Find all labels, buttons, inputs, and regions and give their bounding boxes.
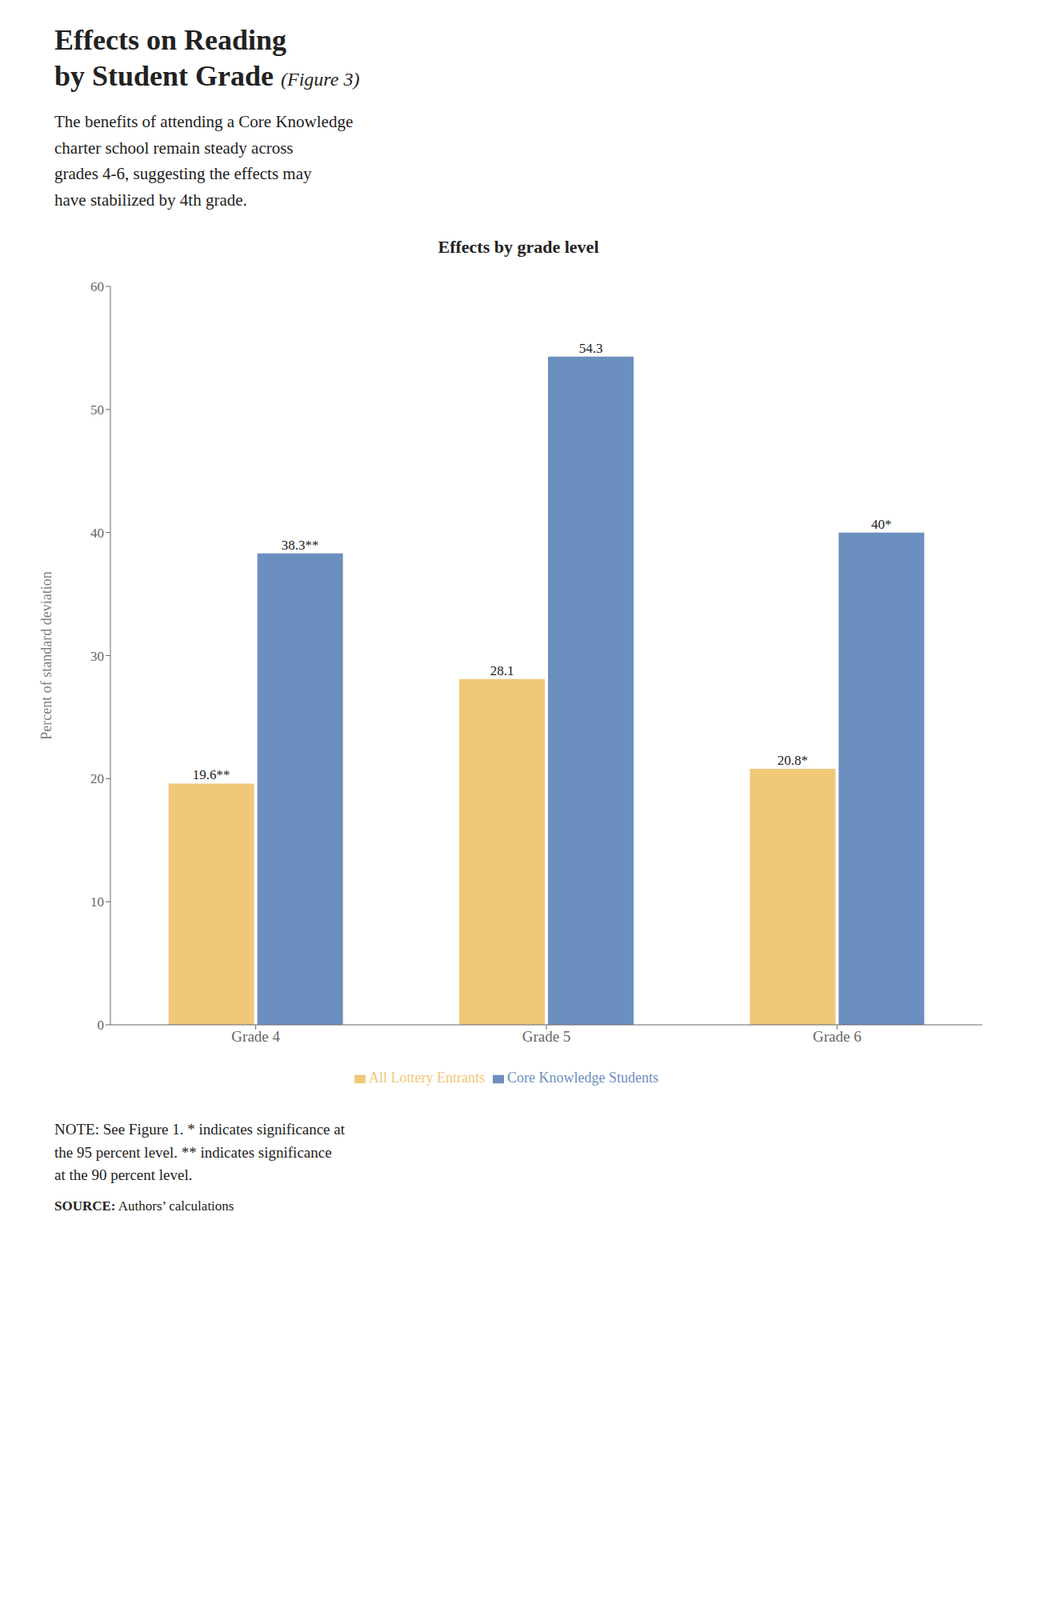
html-text:by Student Grade (Figure 3): by Student Grade (Figure 3) xyxy=(54,60,360,92)
html-text:Core Knowledge Students: Core Knowledge Students xyxy=(507,1069,659,1086)
html-text:All Lottery Entrants: All Lottery Entrants xyxy=(368,1069,485,1086)
svg-text:20: 20 xyxy=(90,772,104,788)
svg-text:30: 30 xyxy=(90,648,104,664)
svg-text:Percent of standard deviation: Percent of standard deviation xyxy=(38,571,55,740)
svg-text:0: 0 xyxy=(97,1017,105,1033)
html-text:Effects by grade level: Effects by grade level xyxy=(438,236,599,257)
svg-text:19.6**: 19.6** xyxy=(192,768,231,784)
html-text:Effects on Reading: Effects on Reading xyxy=(54,24,287,56)
svg-text:20.8*: 20.8* xyxy=(777,752,808,768)
svg-text:Grade 5: Grade 5 xyxy=(522,1028,572,1046)
svg-text:28.1: 28.1 xyxy=(490,663,515,679)
svg-text:38.3**: 38.3** xyxy=(281,537,320,553)
html-text:NOTE: See Figure 1. * indicate: NOTE: See Figure 1. * indicates signific… xyxy=(54,1120,345,1184)
svg-text:40*: 40* xyxy=(871,516,892,532)
html-text:SOURCE: Authors’ calculations: SOURCE: Authors’ calculations xyxy=(54,1198,234,1214)
svg-text:50: 50 xyxy=(90,402,104,418)
svg-text:Grade 6: Grade 6 xyxy=(812,1028,862,1046)
svg-text:60: 60 xyxy=(90,279,104,295)
svg-text:Grade 4: Grade 4 xyxy=(231,1028,280,1046)
svg-text:54.3: 54.3 xyxy=(579,340,604,356)
svg-text:40: 40 xyxy=(90,525,104,541)
html-text:The benefits of attending a Co: The benefits of attending a Core Knowled… xyxy=(54,112,353,210)
svg-text:10: 10 xyxy=(90,894,104,910)
